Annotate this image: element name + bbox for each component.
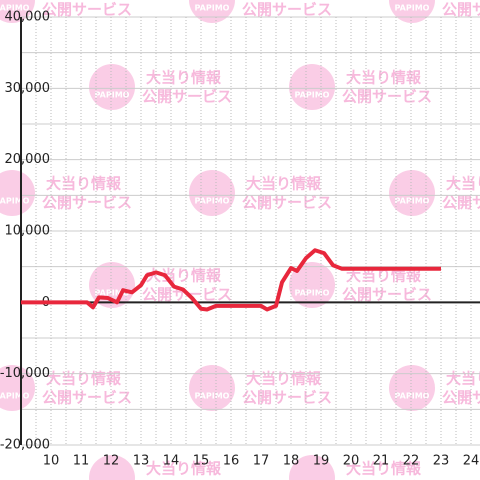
watermark-text: 大当り情報 [346,460,422,478]
watermark-text: 大当り情報 [446,175,480,193]
x-tick-label: 23 [433,454,450,469]
watermark-text: 大当り情報 [146,69,222,87]
x-tick-label: 18 [283,454,300,469]
watermark-text: 大当り情報 [46,175,122,193]
watermark-text: 公開サービス [242,194,332,212]
watermark-text: 公開サービス [442,194,480,212]
watermark-text: 公開サービス [442,389,480,407]
watermark-text: 公開サービス [242,389,332,407]
watermark-logo-text: PAPIMO [295,91,330,100]
watermark-logo [189,365,235,411]
y-tick-label: 40,000 [5,10,51,25]
watermark-logo-text: PAPIMO [195,4,230,13]
y-tick-label: -10,000 [0,366,50,381]
watermark-text: 公開サービス [42,389,132,407]
watermark-logo [289,455,335,480]
watermark-logo-text: PAPIMO [195,197,230,206]
watermark-text: 大当り情報 [46,370,122,388]
watermark-text: 大当り情報 [246,175,322,193]
watermark-text: 大当り情報 [346,267,422,285]
x-tick-label: 10 [43,454,60,469]
x-tick-label: 24 [463,454,480,469]
watermark-logo-text: PAPIMO [395,4,430,13]
watermark-logo [289,262,335,308]
watermark-logo [189,170,235,216]
watermark-text: 公開サービス [42,1,132,19]
watermark-logo-text: PAPIMO [195,392,230,401]
watermark-text: 大当り情報 [446,370,480,388]
watermark-text: 公開サービス [342,88,432,106]
y-tick-label: 20,000 [5,152,51,167]
watermark-text: 大当り情報 [146,267,222,285]
watermark-text: 公開サービス [242,1,332,19]
watermark-logo-text: PAPIMO [395,392,430,401]
watermark-text: 大当り情報 [346,69,422,87]
x-tick-label: 17 [253,454,270,469]
y-tick-label: 10,000 [5,224,51,239]
watermark-logo-text: PAPIMO [0,4,30,13]
x-tick-label: 14 [163,454,180,469]
watermark-text: 公開サービス [42,194,132,212]
watermark-text: 公開サービス [442,1,480,19]
watermark-logo [389,170,435,216]
x-tick-label: 20 [343,454,360,469]
watermark-text: 公開サービス [342,479,432,480]
y-tick-label: 30,000 [5,81,51,96]
watermark-text: 大当り情報 [246,370,322,388]
watermark-text: 公開サービス [142,88,232,106]
watermark-text: 公開サービス [342,286,432,304]
watermark-text: 公開サービス [142,479,232,480]
watermark-logo [89,455,135,480]
watermark-logo-text: PAPIMO [0,392,30,401]
x-tick-label: 13 [133,454,150,469]
watermark-logo-text: PAPIMO [295,289,330,298]
x-tick-label: 11 [73,454,90,469]
x-tick-label: 16 [223,454,240,469]
watermark-logo [289,64,335,110]
x-tick-label: 15 [193,454,210,469]
watermark-logo [0,170,35,216]
x-tick-label: 21 [373,454,390,469]
watermark-logo-text: PAPIMO [95,289,130,298]
watermark-logo-text: PAPIMO [395,197,430,206]
watermark-logo-text: PAPIMO [0,197,30,206]
x-tick-label: 19 [313,454,330,469]
watermark-text: 大当り情報 [146,460,222,478]
watermark-logo [0,365,35,411]
y-tick-label: -20,000 [0,438,50,453]
watermark-logo [389,365,435,411]
x-tick-label: 12 [103,454,120,469]
data-line [21,248,441,312]
watermark-logo-text: PAPIMO [95,91,130,100]
watermark-logo [89,64,135,110]
x-tick-label: 22 [403,454,420,469]
